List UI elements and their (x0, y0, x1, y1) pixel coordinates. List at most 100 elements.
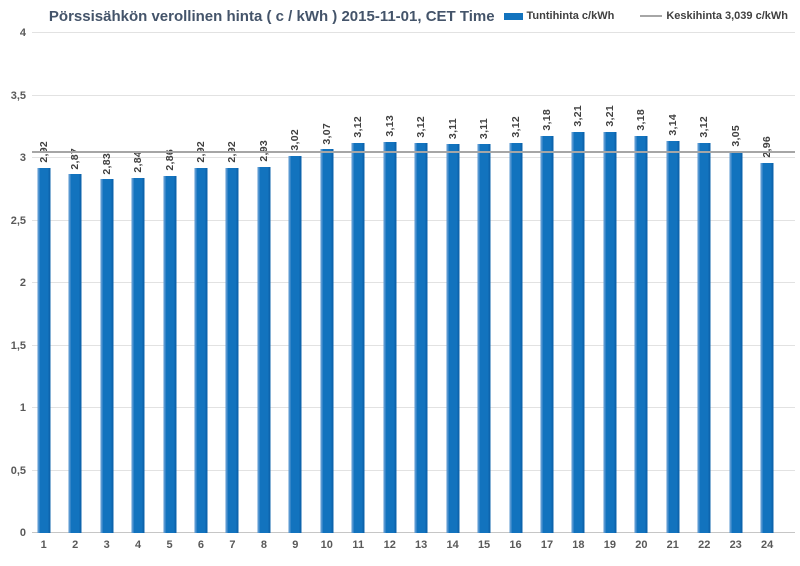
bar-hour-8 (257, 166, 271, 533)
bar-slot: 3,12 16 (500, 33, 531, 551)
y-tick-label: 2 (19, 277, 26, 289)
x-axis-label: 9 (292, 539, 299, 551)
y-tick-label: 1 (19, 402, 26, 414)
bar-value-label: 3,13 (383, 115, 396, 137)
bar-hour-13 (414, 143, 428, 533)
bar-value-label: 2,83 (100, 152, 113, 175)
x-axis-label: 10 (320, 539, 333, 551)
bar-slot: 3,07 10 (311, 33, 342, 551)
bar-hour-14 (446, 144, 460, 533)
bar-hour-23 (729, 151, 743, 533)
gridline (32, 344, 795, 346)
y-tick-label: 0,5 (10, 464, 26, 477)
bar-hour-9 (288, 155, 302, 533)
x-axis-label: 12 (383, 539, 396, 551)
bar-slot: 2,84 4 (122, 33, 153, 551)
bar-slot: 3,11 15 (468, 33, 499, 551)
x-axis-label: 16 (509, 539, 522, 551)
bar-slot: 2,926 (185, 33, 216, 551)
bar-slot: 2,83 3 (91, 33, 122, 551)
bar-hour-6 (194, 168, 208, 533)
legend-item-hourly-price: Tuntihinta c/kWh (503, 10, 614, 22)
legend-item-average-price: Keskihinta 3,039 c/kWh (640, 10, 788, 22)
bar-slot: 3,18 20 (626, 33, 657, 551)
x-axis-label: 18 (572, 539, 585, 551)
bar-hour-10 (320, 149, 334, 533)
bar-hour-22 (697, 143, 711, 533)
y-tick-label: 2,5 (10, 214, 26, 227)
bar-hour-15 (477, 144, 491, 533)
bar-slot: 3,12 13 (405, 33, 436, 551)
bar-series-swatch-icon (503, 12, 523, 20)
y-tick-label: 1,5 (10, 339, 26, 352)
y-axis: 0 0,5 1 1,5 2 2,5 3 3,5 4 (0, 27, 26, 539)
bar-hour-18 (571, 131, 585, 533)
y-tick-label: 3,5 (10, 89, 26, 102)
bar-slot: 2,86 5 (154, 33, 185, 551)
bar-hour-12 (383, 141, 397, 533)
bar-slot: 3,13 12 (374, 33, 405, 551)
bar-hour-2 (68, 174, 82, 533)
bar-value-label: 3,14 (666, 113, 679, 136)
bar-hour-17 (540, 135, 554, 533)
bar-value-label: 2,96 (761, 136, 774, 158)
bar-value-label: 3,05 (729, 125, 742, 147)
x-axis-label: 14 (446, 539, 459, 551)
bar-slot: 3,21 19 (594, 33, 625, 551)
x-axis-label: 3 (103, 539, 110, 551)
bar-slot: 3,12 22 (689, 33, 720, 551)
x-axis-label: 8 (260, 539, 267, 551)
bar-hour-11 (351, 143, 365, 533)
bar-value-label: 3,12 (698, 116, 711, 138)
gridline (32, 157, 795, 158)
bar-value-label: 3,11 (478, 118, 491, 140)
bar-hour-7 (225, 168, 239, 533)
bar-hour-1 (37, 168, 51, 533)
bar-hour-19 (603, 131, 617, 533)
bar-value-label: 3,07 (320, 122, 333, 145)
gridline (32, 219, 795, 221)
gridline (32, 282, 795, 283)
bar-value-label: 3,21 (603, 105, 616, 127)
x-axis-label: 17 (540, 539, 554, 551)
x-axis-label: 5 (166, 539, 173, 551)
bar-slot: 3,14 21 (657, 33, 688, 551)
x-axis-label: 23 (729, 539, 742, 551)
bar-slot: 2,96 24 (751, 33, 782, 551)
x-axis-label: 20 (635, 539, 648, 551)
average-line-swatch-icon (640, 15, 663, 17)
bar-value-label: 3,12 (509, 116, 522, 138)
x-axis-label: 24 (761, 539, 774, 551)
bar-value-label: 3,11 (446, 118, 459, 140)
bar-hour-24 (760, 163, 774, 533)
gridline (32, 469, 795, 471)
bar-value-label: 2,84 (132, 151, 145, 173)
bar-value-label: 3,18 (540, 108, 553, 131)
bar-slot: 3,02 9 (280, 33, 311, 551)
x-axis-label: 21 (666, 539, 679, 551)
x-axis-label: 1 (40, 539, 47, 551)
bar-hour-21 (666, 140, 680, 533)
bar-slot: 2,87 2 (59, 33, 90, 551)
x-axis-label: 2 (72, 539, 79, 551)
gridline (32, 32, 795, 33)
y-tick-label: 4 (19, 27, 26, 39)
x-axis-label: 4 (135, 539, 142, 551)
bar-value-label: 3,12 (352, 116, 365, 138)
x-axis-label: 15 (477, 539, 491, 551)
bar-slot: 2,938 (248, 33, 279, 551)
legend-label-average-price: Keskihinta 3,039 c/kWh (666, 10, 788, 22)
bar-series: 2,9212,872 2,83 3 2,84 4 2,8652,9262,9272,938… (28, 33, 783, 551)
x-axis-label: 22 (698, 539, 711, 551)
bar-value-label: 3,21 (572, 105, 585, 127)
bar-slot: 3,18 17 (531, 33, 562, 551)
average-line (32, 151, 795, 154)
y-tick-label: 0 (19, 527, 26, 539)
x-axis-label: 7 (229, 539, 236, 551)
bar-hour-4 (131, 178, 145, 533)
legend: Tuntihinta c/kWh Keskihinta 3,039 c/kWh (503, 10, 800, 22)
bar-slot: 3,12 11 (343, 33, 374, 551)
x-axis-label: 19 (603, 539, 616, 551)
chart-header: Pörssisähkön verollinen hinta ( c / kWh … (0, 3, 800, 29)
bar-slot: 3,21 18 (563, 33, 594, 551)
